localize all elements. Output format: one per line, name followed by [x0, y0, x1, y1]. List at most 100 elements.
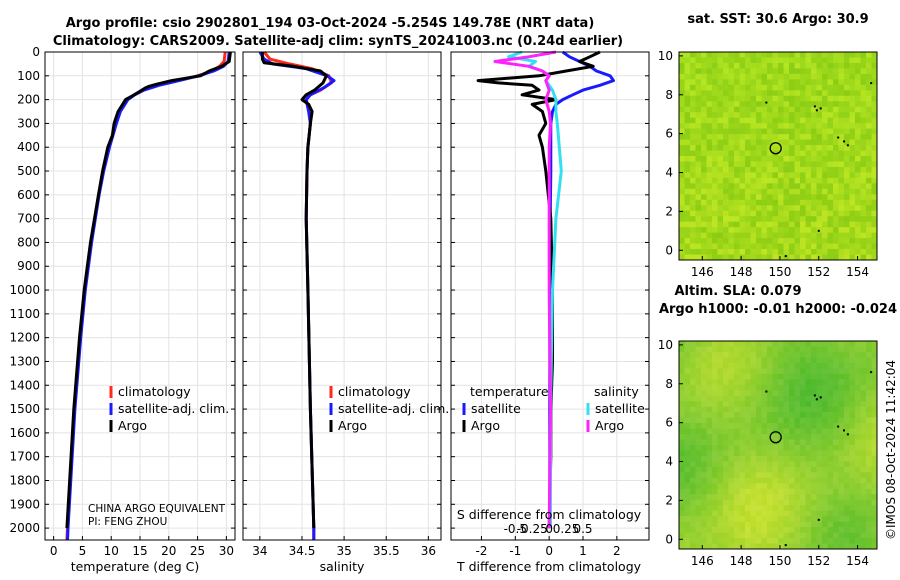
map-cell	[756, 499, 762, 506]
map-cell	[684, 134, 691, 140]
map-cell	[783, 368, 790, 375]
map-cell	[772, 527, 779, 533]
map-cell	[800, 384, 806, 391]
map-cell	[860, 341, 867, 347]
map-cell	[761, 210, 768, 217]
map-cell	[695, 68, 702, 75]
map-x-tick-label: 150	[768, 265, 791, 279]
map-cell	[761, 516, 768, 523]
map-cell	[701, 73, 707, 80]
map-cell	[756, 483, 762, 490]
map-cell	[745, 68, 751, 75]
map-cell	[794, 417, 801, 424]
map-cell	[706, 516, 713, 523]
map-cell	[761, 434, 768, 440]
map-cell	[756, 439, 762, 446]
map-cell	[855, 538, 861, 544]
map-cell	[745, 177, 751, 184]
map-cell	[866, 417, 872, 424]
map-cell	[871, 466, 878, 473]
map-cell	[712, 516, 718, 523]
map-cell	[871, 52, 878, 58]
map-cell	[860, 199, 867, 206]
map-cell	[855, 238, 861, 244]
map-cell	[701, 172, 707, 179]
map-cell	[789, 205, 795, 212]
map-cell	[745, 439, 751, 446]
map-cell	[756, 466, 762, 473]
map-cell	[816, 395, 823, 402]
map-cell	[789, 106, 795, 113]
map-cell	[816, 390, 823, 397]
map-cell	[844, 156, 850, 162]
sla-map-title: Altim. SLA: 0.079	[675, 284, 802, 299]
map-cell	[734, 227, 740, 234]
map-cell	[794, 101, 801, 108]
map-cell	[679, 243, 685, 250]
map-cell	[684, 123, 691, 130]
map-cell	[756, 445, 762, 451]
map-cell	[827, 52, 834, 58]
map-cell	[816, 249, 823, 255]
map-cell	[734, 243, 740, 250]
map-cell	[805, 455, 812, 462]
map-cell	[701, 57, 707, 64]
map-cell	[739, 221, 746, 228]
map-cell	[860, 84, 867, 91]
map-cell	[849, 183, 856, 190]
map-cell	[838, 527, 845, 533]
map-cell	[701, 406, 707, 413]
map-cell	[756, 357, 762, 364]
map-cell	[745, 494, 751, 501]
map-cell	[728, 346, 735, 353]
map-cell	[750, 466, 757, 473]
map-cell	[723, 210, 729, 217]
map-cell	[849, 527, 856, 533]
map-cell	[706, 84, 713, 91]
legend-s-argo-label: Argo	[595, 418, 624, 433]
map-cell	[838, 183, 845, 190]
map-cell	[866, 483, 872, 490]
map-cell	[717, 57, 724, 64]
map-cell	[789, 346, 795, 353]
map-cell	[767, 351, 773, 358]
map-cell	[717, 461, 724, 468]
legend-satellite-label: satellite-adj. clim.	[118, 401, 229, 416]
map-cell	[794, 516, 801, 523]
map-cell	[844, 221, 850, 228]
map-cell	[723, 461, 729, 468]
map-cell	[717, 156, 724, 162]
map-cell	[684, 254, 691, 261]
map-cell	[811, 406, 817, 413]
map-cell	[728, 445, 735, 451]
map-cell	[684, 177, 691, 184]
map-cell	[860, 461, 867, 468]
map-cell	[822, 254, 828, 261]
map-cell	[860, 232, 867, 239]
map-cell	[767, 527, 773, 533]
map-cell	[728, 232, 735, 239]
map-cell	[844, 494, 850, 501]
map-cell	[679, 128, 685, 135]
map-cell	[739, 123, 746, 130]
map-cell	[739, 521, 746, 528]
map-cell	[745, 466, 751, 473]
map-cell	[871, 183, 878, 190]
map-cell	[871, 477, 878, 484]
map-cell	[750, 516, 757, 523]
map-cell	[822, 406, 828, 413]
map-cell	[794, 472, 801, 479]
depth-tick-label: 1800	[9, 473, 40, 487]
map-cell	[717, 62, 724, 69]
map-cell	[739, 128, 746, 135]
map-cell	[789, 477, 795, 484]
map-cell	[695, 488, 702, 495]
map-cell	[772, 52, 779, 58]
map-cell	[855, 52, 861, 58]
map-cell	[871, 166, 878, 173]
map-cell	[767, 505, 773, 512]
map-cell	[838, 161, 845, 168]
map-cell	[712, 488, 718, 495]
map-cell	[701, 346, 707, 353]
map-cell	[734, 494, 740, 501]
